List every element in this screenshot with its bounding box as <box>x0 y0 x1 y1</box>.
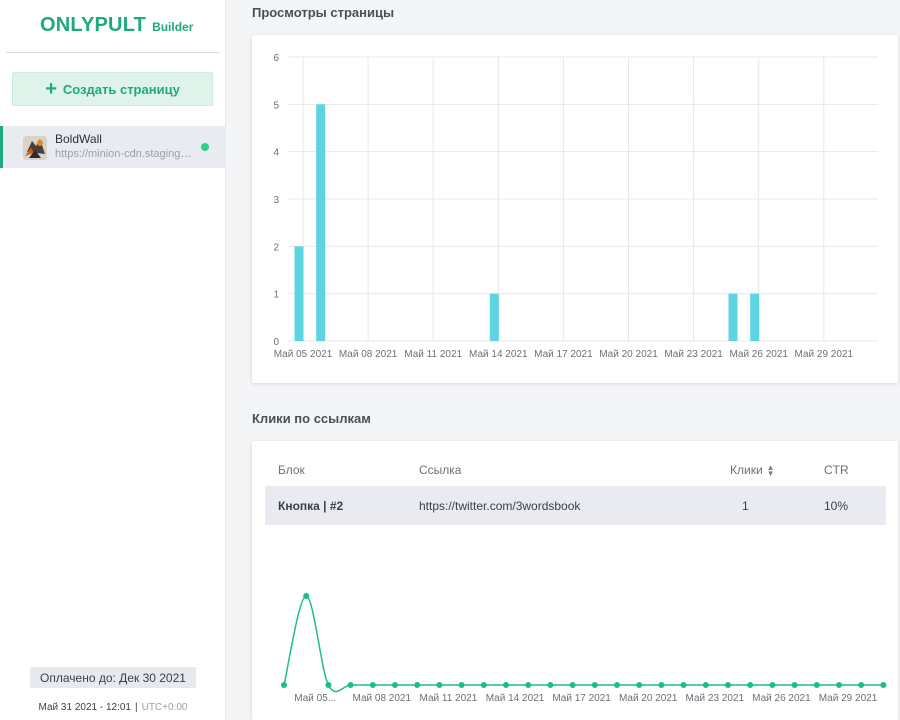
x-tick-label: Май 08 2021 <box>339 349 398 360</box>
data-point <box>369 682 376 688</box>
x-tick-label: Май 08 2021 <box>353 693 412 704</box>
data-point <box>547 682 554 688</box>
cell-ctr: 10% <box>824 499 849 513</box>
y-tick-label: 3 <box>273 195 279 206</box>
x-tick-label: Май 17 2021 <box>534 349 593 360</box>
page-url: https://minion-cdn.staging.onlypult.com <box>55 148 193 160</box>
data-point <box>858 682 865 688</box>
data-point <box>791 682 798 688</box>
create-page-label: Создать страницу <box>62 81 180 97</box>
x-tick-label: Май 17 2021 <box>552 693 611 704</box>
data-point <box>836 682 842 688</box>
divider <box>6 52 220 53</box>
data-point <box>880 682 887 688</box>
data-point <box>769 682 776 688</box>
y-tick-label: 2 <box>273 242 279 253</box>
x-tick-label: Май 11 2021 <box>420 693 478 704</box>
y-tick-label: 6 <box>273 53 279 64</box>
x-tick-label: Май 26 2021 <box>752 693 811 704</box>
data-point <box>658 682 665 688</box>
views-section-title: Просмотры страницы <box>252 5 395 20</box>
column-header-clicks[interactable]: Клики ▲ ▼ <box>730 463 775 477</box>
data-point <box>747 682 754 688</box>
data-point <box>591 682 598 688</box>
page-avatar <box>23 136 47 160</box>
logo-subtitle: Builder <box>152 20 194 34</box>
status-indicator <box>201 143 209 151</box>
data-point <box>702 682 709 688</box>
x-tick-label: Май 14 2021 <box>469 349 528 360</box>
footer-datetime: Май 31 2021 - 12:01 | UTC+0:00 <box>0 702 226 713</box>
column-header-clicks-label: Клики <box>730 463 763 477</box>
link-clicks-card: Блок Ссылка Клики ▲ ▼ CTR Кнопка | #2 http… <box>252 441 898 720</box>
bar <box>728 293 738 341</box>
data-point <box>680 682 687 688</box>
logo-wordmark: ONLYPULT <box>40 14 147 36</box>
x-tick-label: Май 29 2021 <box>795 349 854 360</box>
y-tick-label: 1 <box>273 290 279 301</box>
x-tick-label: Май 05 2021 <box>274 349 333 360</box>
bar <box>489 293 499 341</box>
paid-until-badge: Оплачено до: Дек 30 2021 <box>30 667 196 688</box>
logo[interactable]: ONLYPULT Builder <box>40 14 193 37</box>
clicks-line-chart: Май 05... Май 08 2021 Май 11 2021 Май 14 20… <box>281 593 887 704</box>
data-point <box>503 682 509 688</box>
page-name: BoldWall <box>55 132 102 146</box>
data-point <box>569 682 576 688</box>
data-point <box>347 682 354 688</box>
data-point <box>480 682 487 688</box>
x-tick-label: Май 20 2021 <box>599 349 658 360</box>
sidebar: ONLYPULT Builder + Создать страницу Bold… <box>0 0 226 720</box>
current-datetime: Май 31 2021 - 12:01 <box>38 702 131 713</box>
data-point <box>614 682 620 688</box>
data-point <box>414 682 421 688</box>
data-point <box>303 593 310 599</box>
page-list-item[interactable]: BoldWall https://minion-cdn.staging.only… <box>0 126 226 168</box>
x-tick-label: Май 11 2021 <box>404 349 462 360</box>
series-line <box>283 595 884 693</box>
y-tick-label: 4 <box>273 148 279 159</box>
column-header-block: Блок <box>278 463 305 477</box>
column-header-link: Ссылка <box>419 463 462 477</box>
data-point <box>525 682 532 688</box>
data-point <box>325 682 332 688</box>
bar <box>750 293 760 341</box>
x-tick-label: Май 23 2021 <box>664 349 723 360</box>
x-tick-label: Май 23 2021 <box>686 693 745 704</box>
cell-link[interactable]: https://twitter.com/3wordsbook <box>419 499 581 513</box>
cell-block: Кнопка | #2 <box>278 499 344 513</box>
x-tick-label: Май 26 2021 <box>729 349 788 360</box>
table-header: Блок Ссылка Клики ▲ ▼ CTR <box>252 455 898 483</box>
clicks-section-title: Клики по ссылкам <box>252 411 371 426</box>
x-tick-label: Май 20 2021 <box>619 693 678 704</box>
x-tick-label: Май 14 2021 <box>486 693 545 704</box>
data-point <box>281 682 287 688</box>
bar <box>294 246 304 341</box>
x-tick-label: Май 29 2021 <box>819 693 878 704</box>
y-tick-label: 5 <box>273 100 279 111</box>
views-chart-card: 0 1 2 3 4 5 6 Май 05 2021 Май 08 2021 Май 11 2021… <box>252 35 898 383</box>
data-point <box>725 682 731 688</box>
data-point <box>392 682 398 688</box>
data-point <box>436 682 443 688</box>
table-row[interactable]: Кнопка | #2 https://twitter.com/3wordsbo… <box>265 486 886 525</box>
plus-icon: + <box>45 78 57 100</box>
y-tick-label: 0 <box>273 337 279 348</box>
data-point <box>813 682 820 688</box>
views-bar-chart: 0 1 2 3 4 5 6 Май 05 2021 Май 08 2021 Май 11 2021… <box>273 53 878 360</box>
sort-icon[interactable]: ▲ ▼ <box>766 462 775 478</box>
data-point <box>636 682 643 688</box>
create-page-button[interactable]: + Создать страницу <box>12 72 213 106</box>
timezone-label: UTC+0:00 <box>141 702 188 713</box>
cell-clicks: 1 <box>742 499 749 513</box>
footer-separator: | <box>134 702 138 713</box>
data-point <box>458 682 465 688</box>
column-header-ctr: CTR <box>824 463 849 477</box>
x-tick-label: Май 05... <box>294 693 336 704</box>
bar <box>316 104 326 341</box>
